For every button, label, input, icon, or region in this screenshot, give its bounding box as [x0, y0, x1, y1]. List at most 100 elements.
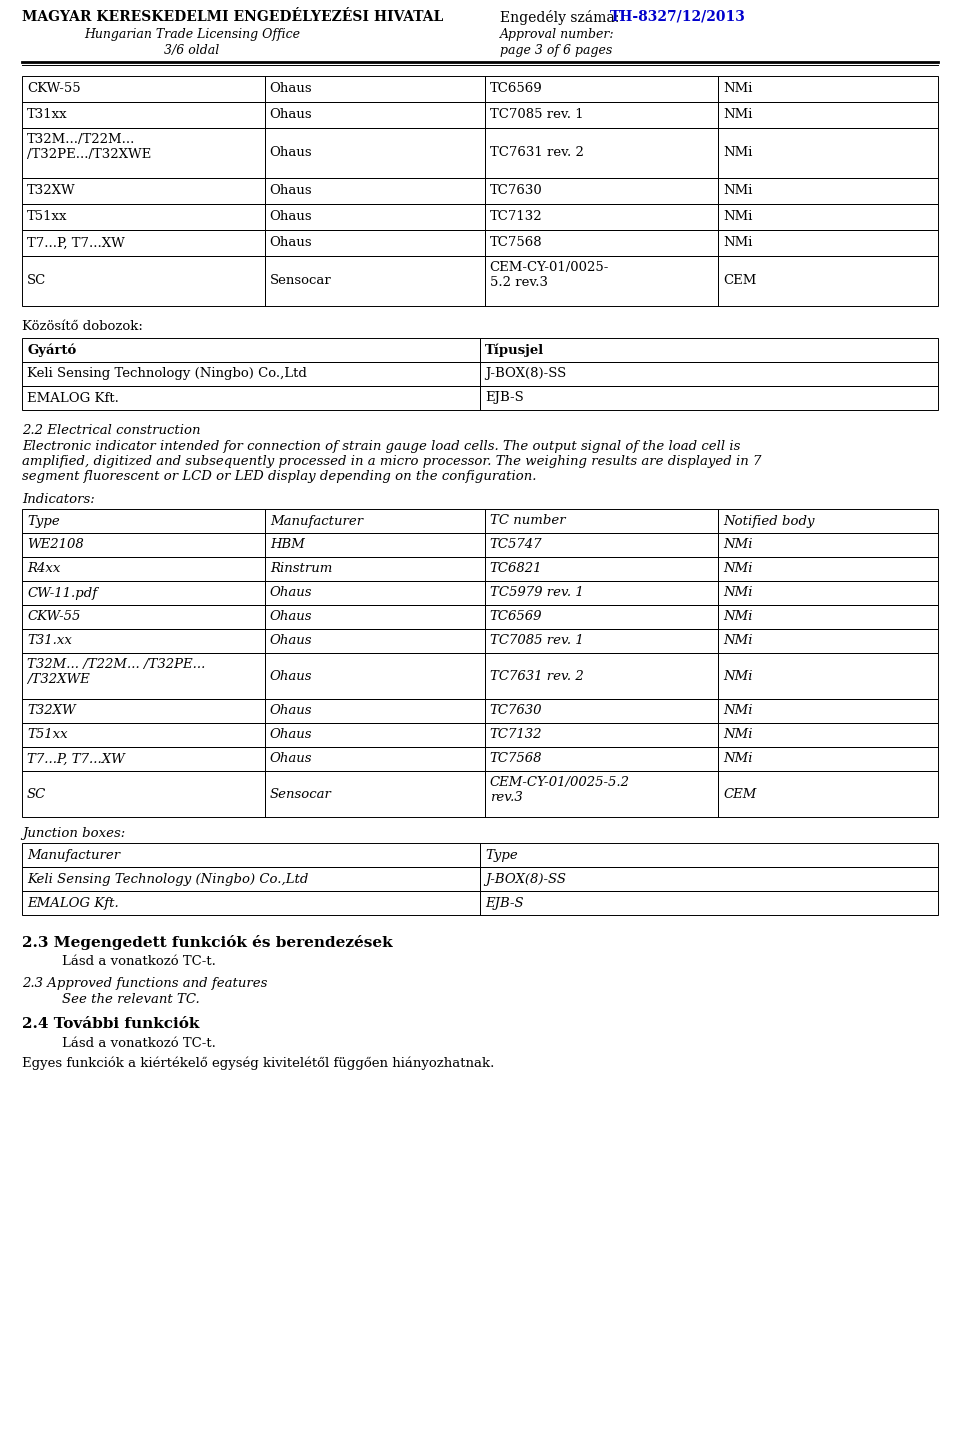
Text: Indicators:: Indicators: — [22, 494, 95, 505]
Bar — [22, 203, 265, 229]
Text: Egyes funkciók a kiértékelő egység kivitelétől függően hiányozhatnak.: Egyes funkciók a kiértékelő egység kivit… — [22, 1057, 494, 1070]
Text: Ohaus: Ohaus — [270, 669, 312, 682]
Text: Ohaus: Ohaus — [270, 109, 312, 122]
Bar — [22, 844, 480, 867]
Bar — [480, 362, 938, 386]
Bar — [718, 653, 938, 698]
Bar — [718, 229, 938, 256]
Bar — [22, 128, 265, 179]
Bar — [485, 533, 718, 558]
Bar — [718, 723, 938, 746]
Bar — [718, 179, 938, 203]
Text: Rinstrum: Rinstrum — [270, 562, 332, 575]
Text: TC7631 rev. 2: TC7631 rev. 2 — [490, 147, 584, 160]
Text: CW-11.pdf: CW-11.pdf — [27, 587, 97, 600]
Text: TC7631 rev. 2: TC7631 rev. 2 — [490, 669, 584, 682]
Text: NMi: NMi — [723, 635, 753, 648]
Text: Ohaus: Ohaus — [270, 83, 312, 96]
Bar — [22, 581, 265, 605]
Bar — [718, 771, 938, 817]
Bar — [265, 629, 485, 653]
Text: TC6569: TC6569 — [490, 610, 542, 623]
Text: EJB-S: EJB-S — [485, 896, 523, 909]
Text: TC number: TC number — [490, 514, 565, 527]
Bar — [485, 581, 718, 605]
Bar — [718, 698, 938, 723]
Bar — [485, 605, 718, 629]
Text: CEM: CEM — [723, 787, 756, 800]
Text: Lásd a vonatkozó TC-t.: Lásd a vonatkozó TC-t. — [62, 1037, 216, 1050]
Bar — [485, 76, 718, 102]
Text: TC7132: TC7132 — [490, 729, 542, 742]
Text: Típusjel: Típusjel — [485, 343, 544, 357]
Bar — [22, 510, 265, 533]
Text: CKW-55: CKW-55 — [27, 83, 81, 96]
Text: Engedély száma:: Engedély száma: — [500, 10, 624, 25]
Bar — [265, 581, 485, 605]
Text: Notified body: Notified body — [723, 514, 815, 527]
Bar — [480, 867, 938, 892]
Text: Ohaus: Ohaus — [270, 587, 312, 600]
Bar — [485, 510, 718, 533]
Text: TC6569: TC6569 — [490, 83, 542, 96]
Text: NMi: NMi — [723, 587, 753, 600]
Bar — [265, 510, 485, 533]
Bar — [265, 256, 485, 306]
Text: Sensocar: Sensocar — [270, 787, 331, 800]
Bar — [480, 844, 938, 867]
Bar — [485, 256, 718, 306]
Bar — [22, 771, 265, 817]
Text: NMi: NMi — [723, 109, 753, 122]
Bar — [22, 533, 265, 558]
Bar — [485, 179, 718, 203]
Bar — [265, 179, 485, 203]
Text: Közösítő dobozok:: Közösítő dobozok: — [22, 319, 143, 333]
Bar — [718, 629, 938, 653]
Bar — [718, 128, 938, 179]
Bar — [22, 76, 265, 102]
Bar — [22, 698, 265, 723]
Text: 2.3 Megengedett funkciók és berendezések: 2.3 Megengedett funkciók és berendezések — [22, 935, 393, 950]
Text: R4xx: R4xx — [27, 562, 60, 575]
Text: Ohaus: Ohaus — [270, 184, 312, 197]
Text: Ohaus: Ohaus — [270, 752, 312, 765]
Bar — [265, 128, 485, 179]
Text: 3/6 oldal: 3/6 oldal — [164, 44, 220, 57]
Text: TC7085 rev. 1: TC7085 rev. 1 — [490, 109, 584, 122]
Text: J-BOX(8)-SS: J-BOX(8)-SS — [485, 367, 566, 380]
Bar — [485, 723, 718, 746]
Text: CKW-55: CKW-55 — [27, 610, 81, 623]
Text: EMALOG Kft.: EMALOG Kft. — [27, 392, 119, 405]
Text: Approval number:: Approval number: — [500, 28, 614, 41]
Text: NMi: NMi — [723, 669, 753, 682]
Text: TC7085 rev. 1: TC7085 rev. 1 — [490, 635, 584, 648]
Bar — [265, 698, 485, 723]
Bar — [265, 723, 485, 746]
Text: Ohaus: Ohaus — [270, 610, 312, 623]
Text: Keli Sensing Technology (Ningbo) Co.,Ltd: Keli Sensing Technology (Ningbo) Co.,Ltd — [27, 367, 307, 380]
Bar — [718, 746, 938, 771]
Text: T32XW: T32XW — [27, 704, 76, 717]
Text: CEM: CEM — [723, 274, 756, 287]
Text: Lásd a vonatkozó TC-t.: Lásd a vonatkozó TC-t. — [62, 955, 216, 968]
Text: NMi: NMi — [723, 539, 753, 552]
Bar — [485, 102, 718, 128]
Text: SC: SC — [27, 274, 46, 287]
Bar — [265, 771, 485, 817]
Bar — [718, 510, 938, 533]
Bar — [22, 605, 265, 629]
Bar — [718, 256, 938, 306]
Bar — [22, 338, 480, 362]
Bar — [22, 723, 265, 746]
Text: NMi: NMi — [723, 147, 753, 160]
Bar — [480, 338, 938, 362]
Text: T32M... /T22M... /T32PE...
/T32XWE: T32M... /T22M... /T32PE... /T32XWE — [27, 658, 205, 685]
Text: NMi: NMi — [723, 83, 753, 96]
Bar — [485, 746, 718, 771]
Text: Ohaus: Ohaus — [270, 237, 312, 250]
Text: SC: SC — [27, 787, 46, 800]
Text: Ohaus: Ohaus — [270, 147, 312, 160]
Text: amplified, digitized and subsequently processed in a micro processor. The weighi: amplified, digitized and subsequently pr… — [22, 454, 761, 468]
Text: Type: Type — [485, 848, 517, 861]
Bar — [265, 746, 485, 771]
